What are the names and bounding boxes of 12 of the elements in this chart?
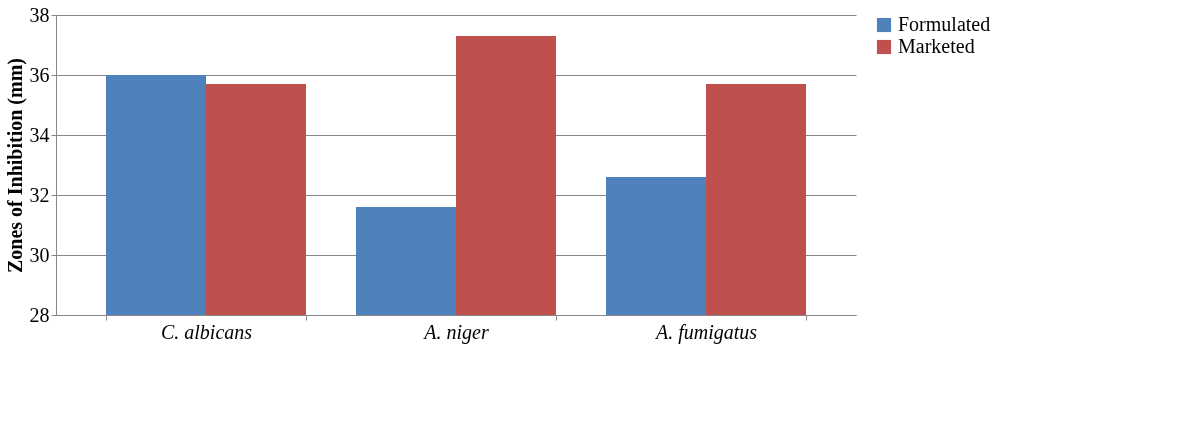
y-axis-title: Zones of Inhibition (mm) <box>3 57 27 274</box>
x-tick-label: A. fumigatus <box>653 320 758 344</box>
legend-label: Formulated <box>898 13 991 35</box>
y-tick-label: 34 <box>29 123 50 146</box>
y-tick-label: 32 <box>29 183 50 206</box>
y-tick-label: 28 <box>29 303 50 326</box>
x-tick-label: A. niger <box>422 320 489 344</box>
legend-label: Marketed <box>898 35 975 57</box>
y-tick-label: 38 <box>29 3 50 26</box>
x-tick-label: C. albicans <box>160 320 253 343</box>
y-tick-label: 36 <box>29 63 50 86</box>
y-tick-label: 30 <box>29 243 50 266</box>
